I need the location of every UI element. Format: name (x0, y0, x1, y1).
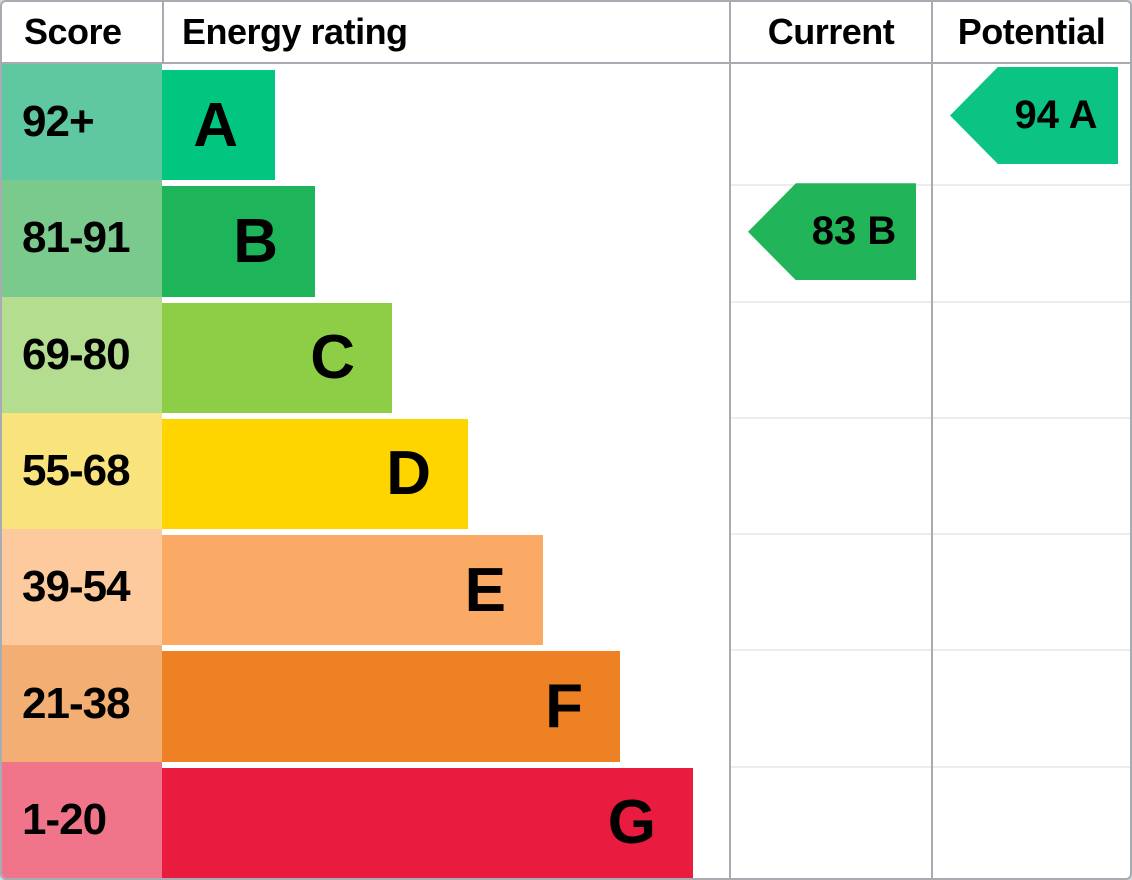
score-range-cell: 39-54 (2, 529, 162, 646)
band-row-g: 1-20 G (2, 761, 1130, 878)
band-bar-c: C (162, 302, 392, 413)
score-range-cell: 55-68 (2, 412, 162, 530)
score-range-cell: 92+ (2, 64, 162, 181)
chart-header-row: Score Energy rating Current Potential (2, 2, 1130, 64)
row-divider (731, 765, 1130, 768)
row-divider (731, 184, 1130, 187)
row-divider (731, 416, 1130, 419)
band-row-e: 39-54 E (2, 529, 1130, 646)
band-bar-e: E (162, 535, 543, 646)
potential-column-divider (931, 2, 933, 878)
row-divider (731, 649, 1130, 652)
row-divider (731, 300, 1130, 303)
current-column-divider (729, 2, 731, 878)
score-range-cell: 81-91 (2, 180, 162, 297)
band-bar-g: G (162, 767, 693, 878)
band-bar-d: D (162, 418, 468, 530)
score-range-cell: 69-80 (2, 296, 162, 413)
score-range-cell: 21-38 (2, 645, 162, 762)
score-column-divider (162, 2, 164, 62)
band-row-f: 21-38 F (2, 645, 1130, 762)
row-divider (731, 533, 1130, 536)
band-row-b: 81-91 B (2, 180, 1130, 297)
header-current: Current (767, 11, 895, 52)
score-range-cell: 1-20 (2, 761, 162, 878)
band-bar-a: A (162, 70, 275, 181)
band-row-c: 69-80 C (2, 296, 1130, 413)
band-bar-f: F (162, 651, 620, 762)
header-energy-rating: Energy rating (182, 11, 408, 52)
header-potential: Potential (957, 11, 1106, 52)
chart-body: 92+ A 81-91 B 69-80 C 55-68 D 39-54 E 21… (2, 64, 1130, 878)
band-row-d: 55-68 D (2, 412, 1130, 530)
band-bar-b: B (162, 186, 315, 297)
band-row-a: 92+ A (2, 64, 1130, 181)
header-score: Score (24, 11, 122, 52)
